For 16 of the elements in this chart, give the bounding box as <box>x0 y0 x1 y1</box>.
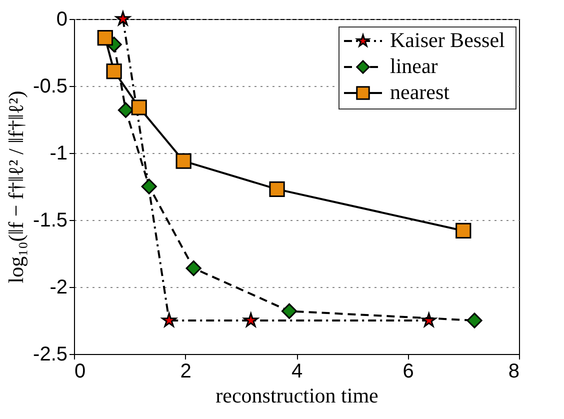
x-tick-label: 4 <box>291 360 303 382</box>
x-tick-label: 6 <box>402 360 414 382</box>
x-axis-title: reconstruction time <box>216 384 378 408</box>
legend-label: linear <box>390 54 438 78</box>
y-axis-title: log₁₀(‖f − f†‖ℓ² / ‖f†‖ℓ²) <box>4 90 28 284</box>
y-tick-label: 0 <box>56 8 68 30</box>
legend-label: Kaiser Bessel <box>390 28 506 52</box>
y-tick-label: -2.5 <box>33 344 68 366</box>
x-tick-label: 8 <box>508 360 520 382</box>
legend-label: nearest <box>390 80 450 104</box>
x-tick-label: 0 <box>74 360 86 382</box>
y-tick-label: -1 <box>50 142 68 164</box>
x-tick-label: 2 <box>180 360 192 382</box>
y-tick-label: -0.5 <box>33 76 68 98</box>
y-tick-label: -2 <box>50 276 68 298</box>
y-tick-label: -1.5 <box>33 210 68 232</box>
